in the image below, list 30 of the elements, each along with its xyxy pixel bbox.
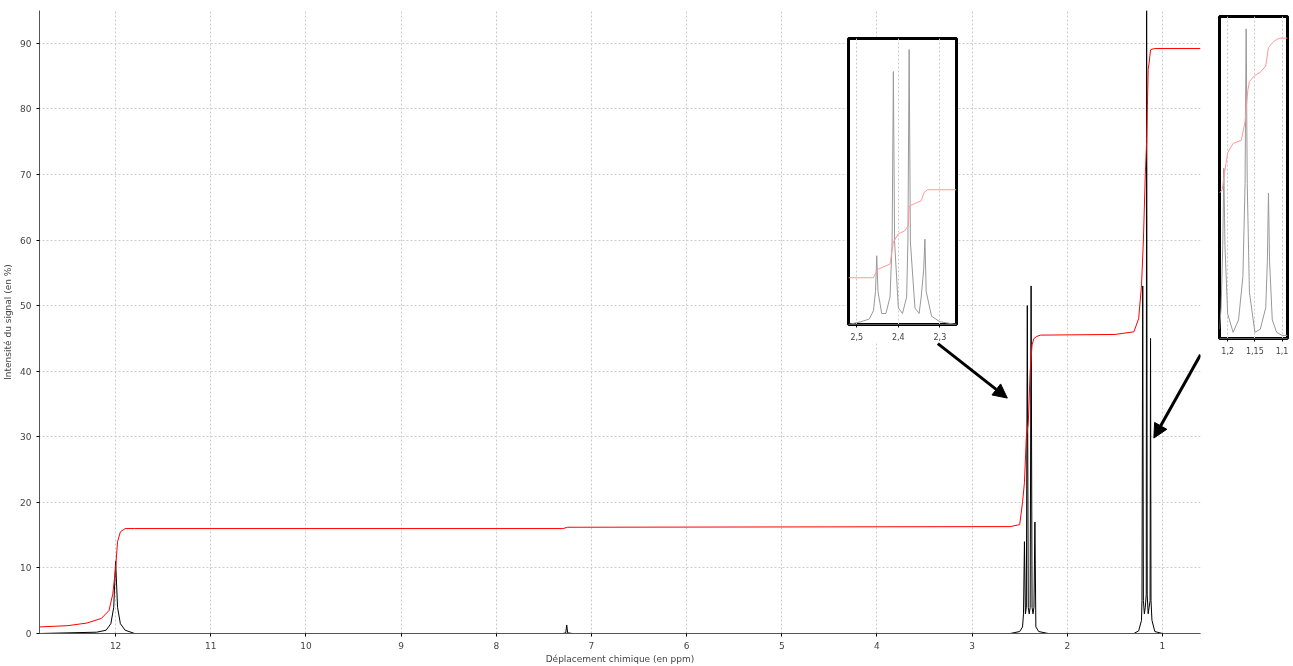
x-tick-label: 2,3 — [933, 332, 947, 342]
x-tick-label: 1,1 — [1275, 346, 1289, 356]
x-tick-label: 9 — [398, 640, 405, 651]
x-tick-label: 6 — [683, 640, 690, 651]
x-tick-label: 2 — [1064, 640, 1071, 651]
y-tick-label: 90 — [20, 38, 32, 49]
y-tick-label: 60 — [20, 235, 32, 246]
x-tick-label: 12 — [109, 640, 122, 651]
x-tick-label: 11 — [205, 640, 217, 651]
y-tick-label: 70 — [20, 169, 32, 180]
x-tick-label: 1,2 — [1221, 346, 1235, 356]
y-tick-label: 10 — [20, 563, 32, 574]
x-tick-label: 2,4 — [891, 332, 905, 342]
y-tick-label: 40 — [20, 366, 32, 377]
x-tick-label: 3 — [969, 640, 975, 651]
y-tick-label: 0 — [25, 629, 32, 639]
y-axis-title: Intensité du signal (en %) — [3, 264, 14, 380]
x-tick-label: 10 — [300, 640, 312, 651]
x-tick-label: 7 — [588, 640, 595, 651]
x-tick-label: 1,15 — [1245, 346, 1264, 356]
x-tick-label: 4 — [874, 640, 881, 651]
x-tick-label: 1 — [1159, 640, 1166, 651]
y-tick-label: 30 — [20, 432, 32, 443]
x-axis-title: Déplacement chimique (en ppm) — [545, 653, 695, 664]
x-tick-label: 8 — [493, 640, 500, 651]
x-tick-label: 2,5 — [850, 332, 864, 342]
y-tick-label: 80 — [20, 104, 32, 115]
x-tick-label: 5 — [778, 640, 785, 651]
y-tick-label: 20 — [20, 497, 32, 508]
y-tick-label: 50 — [20, 301, 32, 312]
